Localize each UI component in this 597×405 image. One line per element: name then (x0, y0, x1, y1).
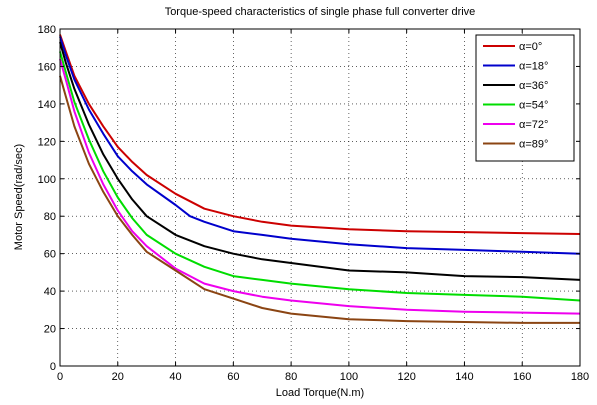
series-line-3 (59, 41, 581, 281)
y-tick-label: 100 (38, 174, 56, 186)
x-tick-label: 80 (285, 371, 297, 383)
x-tick-label: 140 (455, 371, 473, 383)
x-tick-label: 180 (571, 371, 589, 383)
y-tick-label: 120 (38, 136, 56, 148)
series-line-1 (59, 34, 581, 235)
y-tick-label: 20 (44, 324, 56, 336)
series-line-2 (59, 36, 581, 255)
legend-label-4: α=54° (519, 100, 548, 112)
series-line-5 (59, 58, 581, 315)
x-tick-label: 20 (112, 371, 124, 383)
legend-box (475, 34, 575, 162)
legend-entries: α=0° α=18° α=36° α=54° α=72° α=89° (483, 41, 548, 151)
legend-label-2: α=18° (519, 61, 548, 73)
y-axis-label: Motor Speed(rad/sec) (13, 144, 25, 250)
y-tick-label: 160 (38, 61, 56, 73)
plot-border (59, 28, 581, 367)
x-tick-label: 40 (169, 371, 181, 383)
axis-ticks: 0 20 40 60 80 100 120 140 160 180 0 20 40 60 80 100 120 1… (38, 24, 590, 383)
legend-label-3: α=36° (519, 80, 548, 92)
series-line-4 (59, 51, 581, 302)
series-line-6 (59, 75, 580, 324)
y-tick-label: 0 (50, 361, 56, 373)
y-tick-label: 180 (38, 24, 56, 36)
x-tick-label: 100 (340, 371, 358, 383)
y-tick-label: 140 (38, 99, 56, 111)
x-tick-label: 0 (57, 371, 63, 383)
series-layer (59, 34, 581, 324)
y-tick-label: 80 (44, 211, 56, 223)
legend-label-5: α=72° (519, 119, 548, 131)
y-tick-label: 40 (44, 286, 56, 298)
x-tick-label: 160 (513, 371, 531, 383)
legend-label-1: α=0° (519, 41, 542, 53)
chart-title: Torque-speed characteristics of single p… (165, 6, 476, 18)
x-tick-label: 120 (397, 371, 415, 383)
legend-label-6: α=89° (519, 139, 548, 151)
y-tick-label: 60 (44, 249, 56, 261)
legend: α=0° α=18° α=36° α=54° α=72° α=89° (475, 34, 575, 162)
x-tick-label: 60 (227, 371, 239, 383)
x-axis-label: Load Torque(N.m) (276, 387, 364, 399)
